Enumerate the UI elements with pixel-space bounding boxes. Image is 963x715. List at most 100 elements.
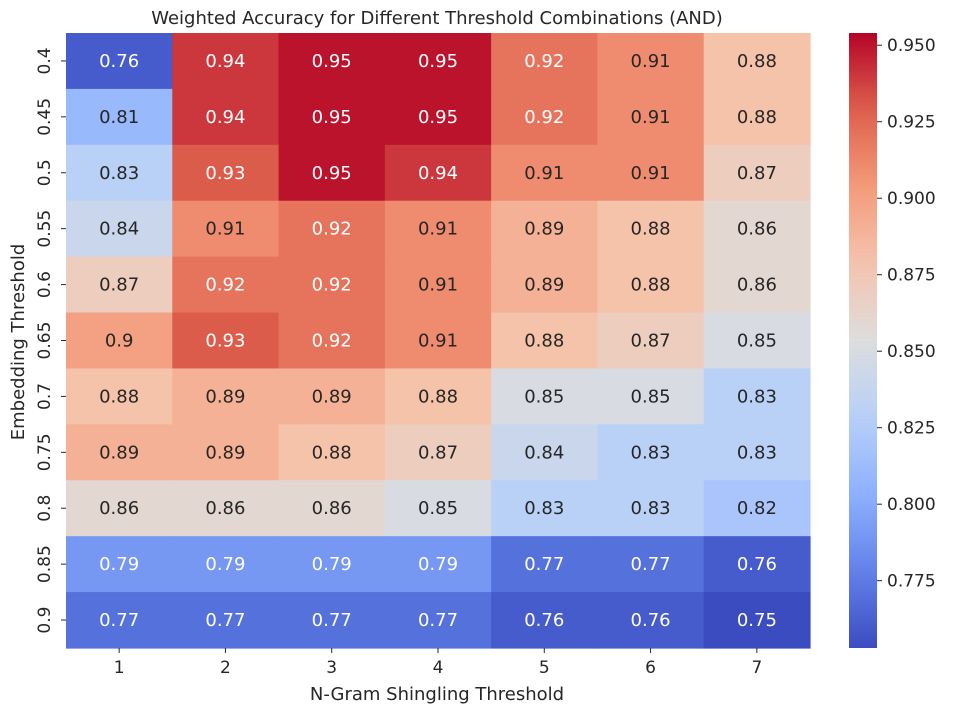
heatmap-cell bbox=[172, 144, 280, 202]
colorbar-tick-label: 0.875 bbox=[887, 266, 936, 286]
cell-value-label: 0.89 bbox=[99, 442, 139, 463]
heatmap-cell bbox=[66, 33, 173, 90]
x-axis-ticks: 1 2 3 4 5 6 7 bbox=[114, 648, 762, 678]
heatmap-cell bbox=[66, 368, 173, 425]
cell-value-label: 0.86 bbox=[205, 498, 245, 519]
cell-value-label: 0.85 bbox=[524, 386, 564, 407]
cell-value-label: 0.88 bbox=[737, 107, 777, 128]
cell-value-label: 0.84 bbox=[99, 219, 139, 240]
heatmap-cell bbox=[278, 480, 386, 537]
heatmap-cell bbox=[491, 536, 599, 593]
cell-value-label: 0.88 bbox=[524, 331, 564, 352]
heatmap-cell bbox=[278, 368, 386, 425]
heatmap-cell bbox=[66, 424, 173, 481]
heatmap-cell bbox=[703, 368, 811, 425]
heatmap-cell bbox=[703, 312, 811, 370]
heatmap-cell bbox=[491, 424, 599, 481]
cell-value-label: 0.91 bbox=[631, 51, 671, 72]
heatmap-cell bbox=[278, 144, 386, 202]
heatmap-cell bbox=[384, 368, 492, 425]
y-tick-label: 0.45 bbox=[35, 98, 55, 136]
cell-value-label: 0.76 bbox=[524, 610, 564, 631]
cell-value-label: 0.95 bbox=[418, 51, 458, 72]
cell-value-label: 0.87 bbox=[737, 163, 777, 184]
heatmap-cell bbox=[172, 424, 280, 481]
colorbar-tick-label: 0.900 bbox=[887, 189, 936, 209]
heatmap-cell bbox=[384, 536, 492, 593]
heatmap-cell bbox=[278, 592, 386, 649]
cell-value-label: 0.77 bbox=[524, 554, 564, 575]
heatmap-cell bbox=[597, 536, 705, 593]
cell-value-label: 0.88 bbox=[737, 51, 777, 72]
colorbar-tick-label: 0.925 bbox=[887, 113, 936, 133]
heatmap-cell bbox=[703, 88, 811, 146]
cell-value-label: 0.77 bbox=[631, 554, 671, 575]
heatmap-cell bbox=[384, 424, 492, 481]
heatmap-cell bbox=[384, 144, 492, 202]
cell-value-label: 0.92 bbox=[524, 51, 564, 72]
cell-value-label: 0.92 bbox=[524, 107, 564, 128]
cell-value-label: 0.91 bbox=[205, 219, 245, 240]
cell-value-label: 0.92 bbox=[312, 331, 352, 352]
cell-value-label: 0.89 bbox=[205, 442, 245, 463]
heatmap-cell bbox=[172, 200, 280, 258]
cell-value-label: 0.85 bbox=[737, 331, 777, 352]
y-tick-label: 0.65 bbox=[35, 322, 55, 360]
cell-value-label: 0.79 bbox=[99, 554, 139, 575]
cell-value-label: 0.83 bbox=[631, 442, 671, 463]
cell-value-label: 0.89 bbox=[524, 275, 564, 296]
cell-value-label: 0.88 bbox=[418, 386, 458, 407]
heatmap-cell bbox=[597, 592, 705, 649]
heatmap-cell bbox=[703, 144, 811, 202]
cell-value-label: 0.92 bbox=[312, 275, 352, 296]
heatmap-cell bbox=[597, 144, 705, 202]
y-tick-label: 0.6 bbox=[35, 271, 55, 298]
cell-value-label: 0.83 bbox=[737, 386, 777, 407]
x-tick-label: 6 bbox=[645, 658, 656, 678]
cell-value-label: 0.89 bbox=[524, 219, 564, 240]
cell-value-label: 0.91 bbox=[631, 107, 671, 128]
heatmap-cell bbox=[66, 592, 173, 649]
y-axis-label: Embedding Threshold bbox=[8, 244, 29, 441]
y-tick-label: 0.9 bbox=[35, 607, 55, 634]
heatmap-cell bbox=[597, 424, 705, 481]
heatmap-cell bbox=[66, 312, 173, 370]
y-tick-label: 0.55 bbox=[35, 210, 55, 248]
cell-value-label: 0.79 bbox=[205, 554, 245, 575]
cell-value-label: 0.88 bbox=[631, 275, 671, 296]
heatmap-cell bbox=[703, 424, 811, 481]
cell-value-label: 0.88 bbox=[312, 442, 352, 463]
heatmap-cell bbox=[597, 200, 705, 258]
heatmap-cell bbox=[66, 144, 173, 202]
cell-value-label: 0.93 bbox=[205, 163, 245, 184]
heatmap-cell bbox=[278, 312, 386, 370]
heatmap-cell bbox=[66, 88, 173, 146]
heatmap-cell bbox=[491, 144, 599, 202]
heatmap-cell bbox=[172, 256, 280, 314]
heatmap-cell bbox=[172, 368, 280, 425]
heatmap-cell bbox=[597, 256, 705, 314]
heatmap-cell bbox=[491, 592, 599, 649]
cell-value-label: 0.77 bbox=[205, 610, 245, 631]
heatmap-cell bbox=[703, 592, 811, 649]
heatmap-cell bbox=[384, 312, 492, 370]
y-tick-label: 0.75 bbox=[35, 433, 55, 471]
cell-value-label: 0.76 bbox=[631, 610, 671, 631]
cell-value-label: 0.76 bbox=[737, 554, 777, 575]
cell-value-label: 0.83 bbox=[524, 498, 564, 519]
cell-value-label: 0.95 bbox=[312, 107, 352, 128]
cell-value-label: 0.76 bbox=[99, 51, 139, 72]
cell-value-label: 0.85 bbox=[631, 386, 671, 407]
heatmap-cell bbox=[278, 424, 386, 481]
heatmap-cell bbox=[703, 33, 811, 90]
heatmap-cell bbox=[703, 256, 811, 314]
cell-value-label: 0.77 bbox=[418, 610, 458, 631]
cell-value-label: 0.86 bbox=[737, 219, 777, 240]
heatmap-cell bbox=[703, 480, 811, 537]
heatmap-cell bbox=[491, 33, 599, 90]
heatmap-cell bbox=[172, 33, 280, 90]
heatmap-cell bbox=[172, 88, 280, 146]
cell-value-label: 0.89 bbox=[312, 386, 352, 407]
cell-value-label: 0.92 bbox=[312, 219, 352, 240]
heatmap-cell bbox=[66, 480, 173, 537]
